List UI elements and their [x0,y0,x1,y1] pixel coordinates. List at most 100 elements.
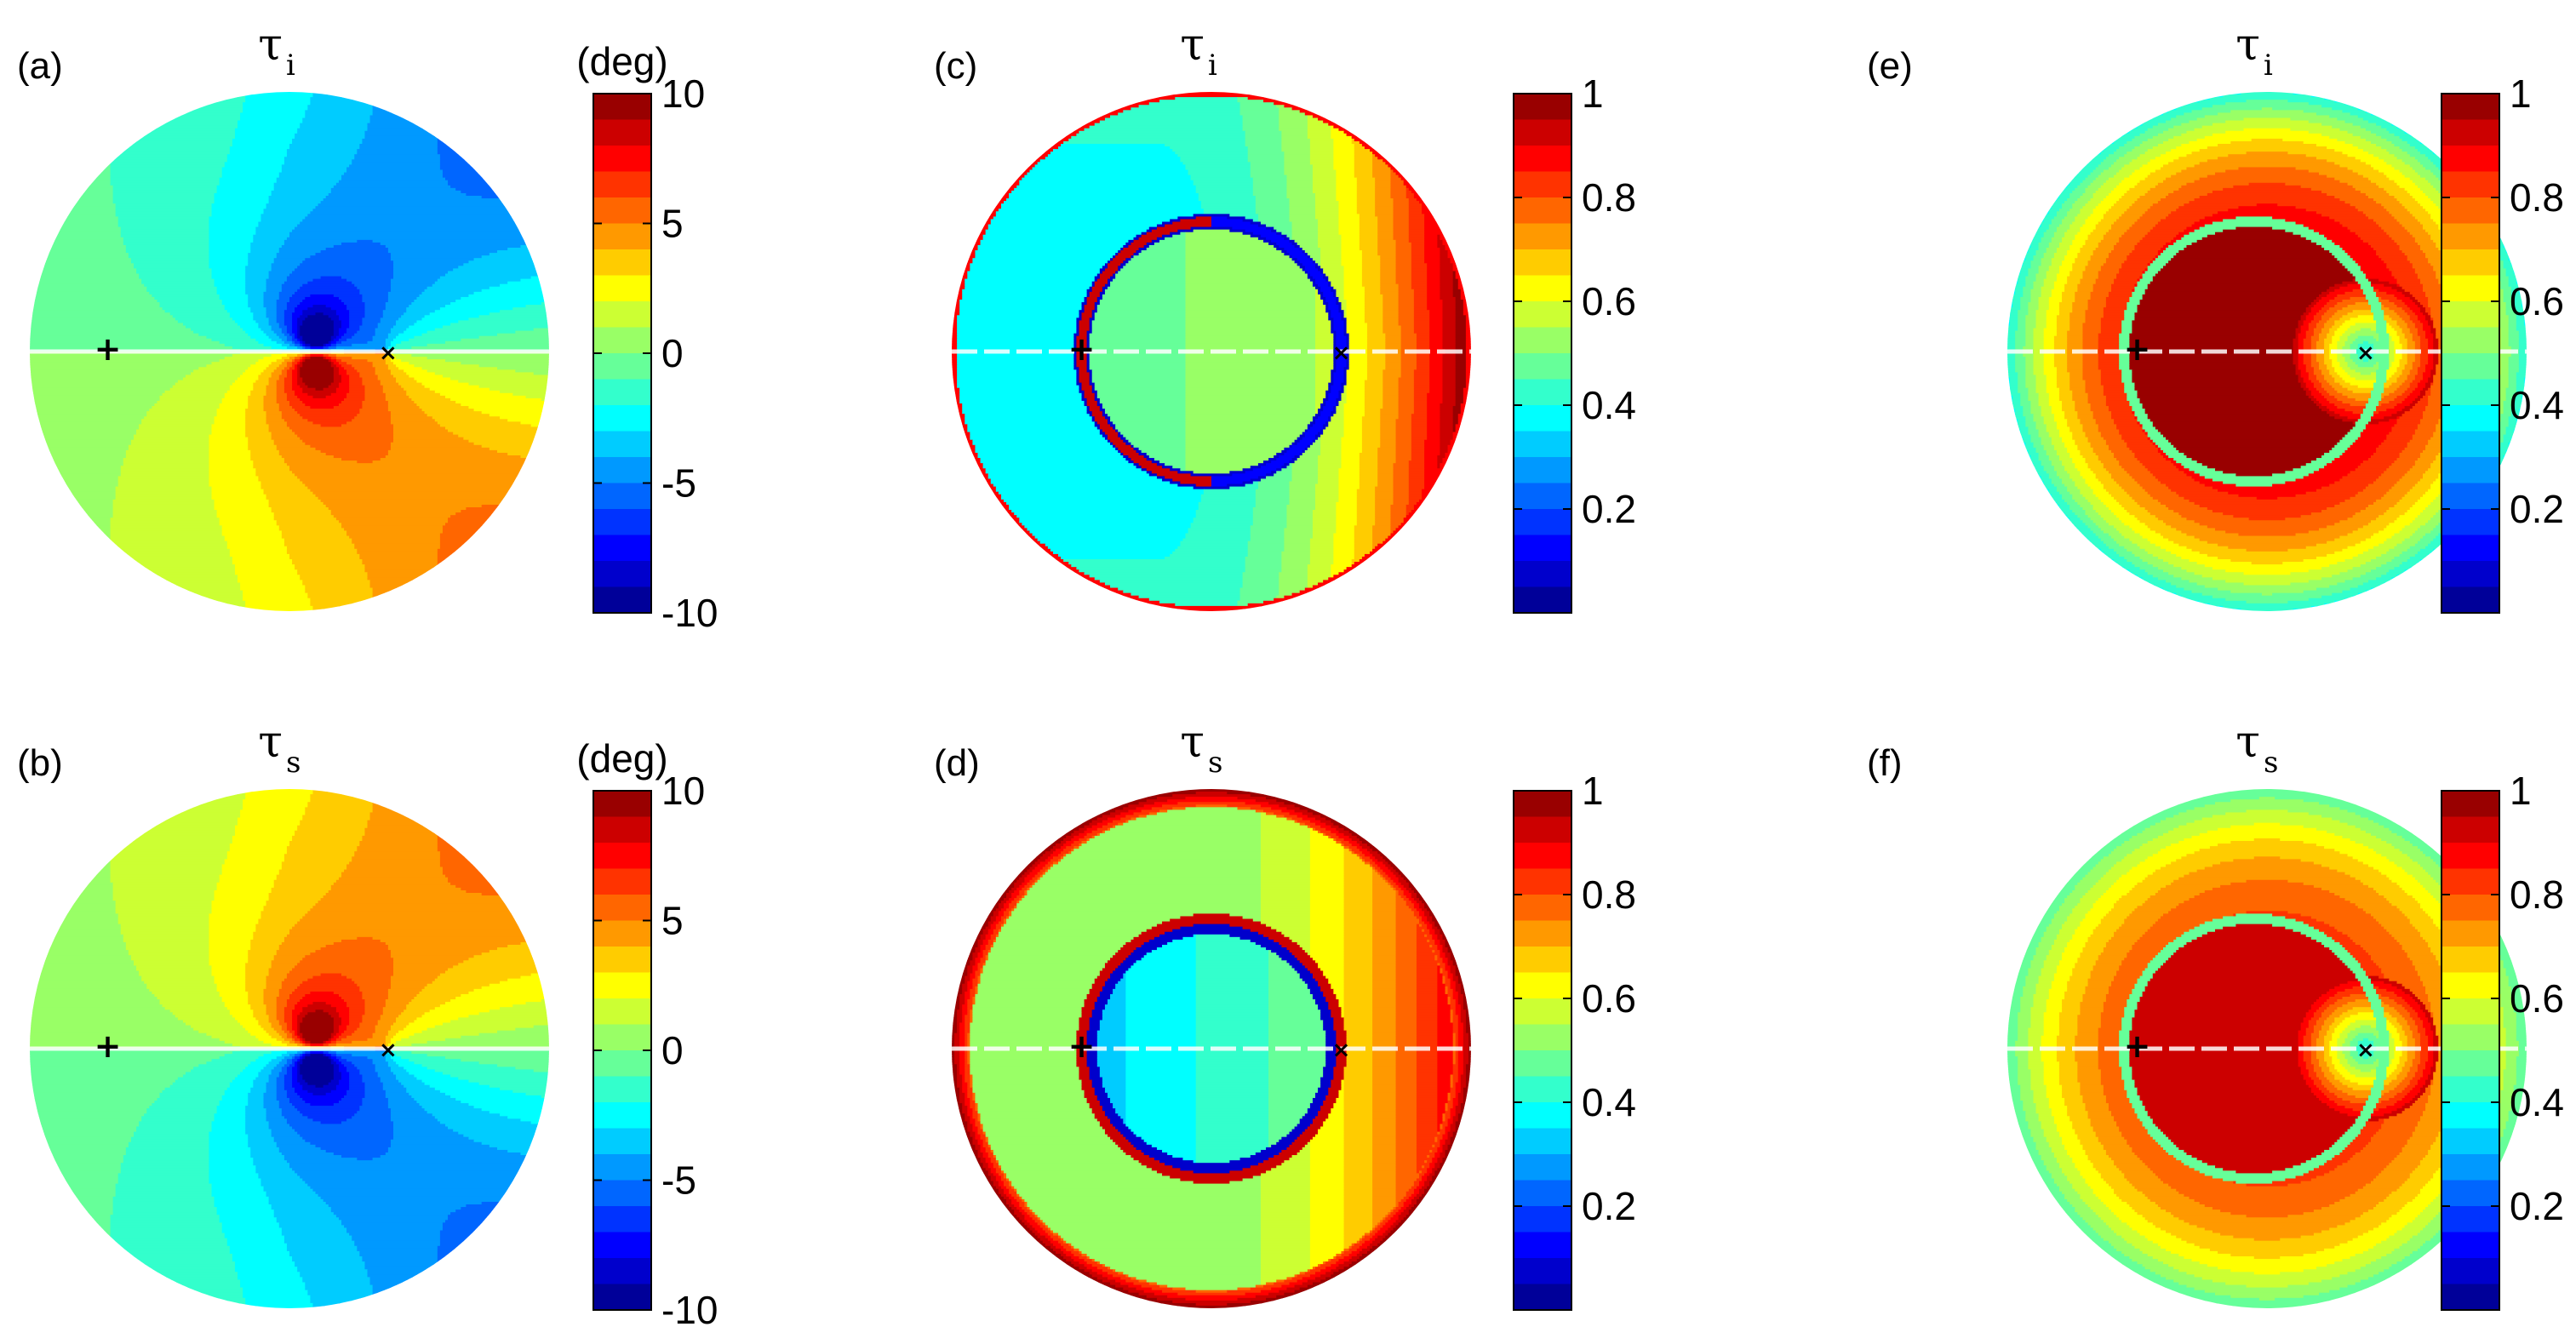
colorbar-band [2441,791,2499,817]
colorbar-tick-label: 1 [2510,71,2532,116]
cross-marker: × [2356,340,2375,366]
colorbar-band [1514,509,1571,535]
svg-text:τ: τ [258,717,283,768]
colorbar-unit: (deg) [576,736,667,781]
colorbar-band [1514,1076,1571,1103]
colorbar-band [1514,535,1571,562]
colorbar-band [1514,379,1571,406]
panel-label: (f) [1867,742,1903,784]
cross-marker: × [379,340,398,366]
colorbar-tick-label: 0 [661,331,684,375]
colorbar-band [593,94,651,120]
colorbar-band [2441,972,2499,999]
colorbar-tick-label: 0.4 [1582,383,1636,427]
colorbar-band [593,301,651,328]
plus-marker: + [94,330,122,368]
colorbar-band [593,843,651,869]
colorbar-frame [1513,93,1572,614]
heatmap-cells [952,92,1471,611]
colorbar-band [2441,843,2499,869]
colorbar-band [593,509,651,535]
colorbar-band [2441,94,2499,120]
plus-marker: + [94,1027,122,1065]
colorbar-band [1514,457,1571,483]
disk-3: + × [952,789,1471,1308]
plus-marker: + [2124,1027,2151,1065]
colorbar-band [2441,1284,2499,1311]
colorbar-band [2441,816,2499,844]
colorbar-tick-label: -5 [661,1158,696,1203]
colorbar-0: 10 5 0 -5 -10 (deg) [576,39,718,635]
colorbar-band [2441,171,2499,198]
colorbar-band [1514,249,1571,276]
colorbar-band [2441,1180,2499,1207]
colorbar-band [593,457,651,483]
colorbar-band [593,972,651,999]
colorbar-1: 10 5 0 -5 -10 (deg) [576,736,718,1332]
colorbar-band [1514,327,1571,354]
svg-text:i: i [286,49,295,83]
colorbar-band [2441,947,2499,973]
colorbar-band [1514,1050,1571,1077]
colorbar-band [593,431,651,458]
colorbar-band [593,1154,651,1181]
colorbar-band [593,1258,651,1284]
colorbar-band [2441,586,2499,614]
colorbar-tick-label: 1 [2510,769,2532,813]
colorbar-band [1514,1024,1571,1051]
colorbar-band [593,1180,651,1207]
colorbar-band [2441,379,2499,406]
colorbar-band [593,223,651,250]
colorbar-tick-label: -10 [661,1288,718,1332]
colorbar-band [593,1232,651,1259]
colorbar-tick-label: 0.4 [2510,383,2564,427]
colorbar-band [1514,1128,1571,1155]
cross-marker: × [1332,1038,1351,1063]
colorbar-tick-label: 0 [661,1028,684,1072]
colorbar-band [593,327,651,354]
colorbar-band [593,275,651,302]
colorbar-frame [1513,790,1572,1311]
colorbar-band [593,998,651,1025]
colorbar-band [2441,223,2499,250]
colorbar-band [2441,998,2499,1025]
cross-marker: × [2356,1038,2375,1063]
colorbar-band [1514,431,1571,458]
colorbar-tick-label: 0.8 [2510,872,2564,917]
colorbar-unit: (deg) [576,39,667,83]
colorbar-band [1514,171,1571,198]
colorbar-band [2441,275,2499,302]
colorbar-band [1514,146,1571,172]
colorbar-band [593,171,651,198]
colorbar-band [2441,1258,2499,1284]
colorbar-band [1514,275,1571,302]
colorbar-band [2441,895,2499,921]
colorbar-2: 1 0.8 0.6 0.4 0.2 [1513,71,1636,614]
colorbar-band [1514,223,1571,250]
colorbar-band [2441,509,2499,535]
colorbar-band [2441,868,2499,895]
colorbar-band [593,249,651,276]
heatmap-cells [2007,789,2527,1308]
colorbar-band [593,816,651,844]
panel-label: (c) [934,45,977,87]
heatmap-cells [952,789,1471,1308]
colorbar-band [593,920,651,947]
colorbar-band [2441,431,2499,458]
colorbar-tick-label: 0.4 [2510,1080,2564,1124]
colorbar-band [1514,561,1571,587]
colorbar-tick-label: 10 [661,71,705,116]
colorbar-band [1514,1154,1571,1181]
colorbar-band [1514,816,1571,844]
colorbar-band [593,353,651,380]
colorbar-band [593,1128,651,1155]
colorbar-band [1514,483,1571,510]
colorbar-4: 1 0.8 0.6 0.4 0.2 [2441,71,2564,614]
colorbar-band [1514,1180,1571,1207]
colorbar-band [1514,119,1571,146]
